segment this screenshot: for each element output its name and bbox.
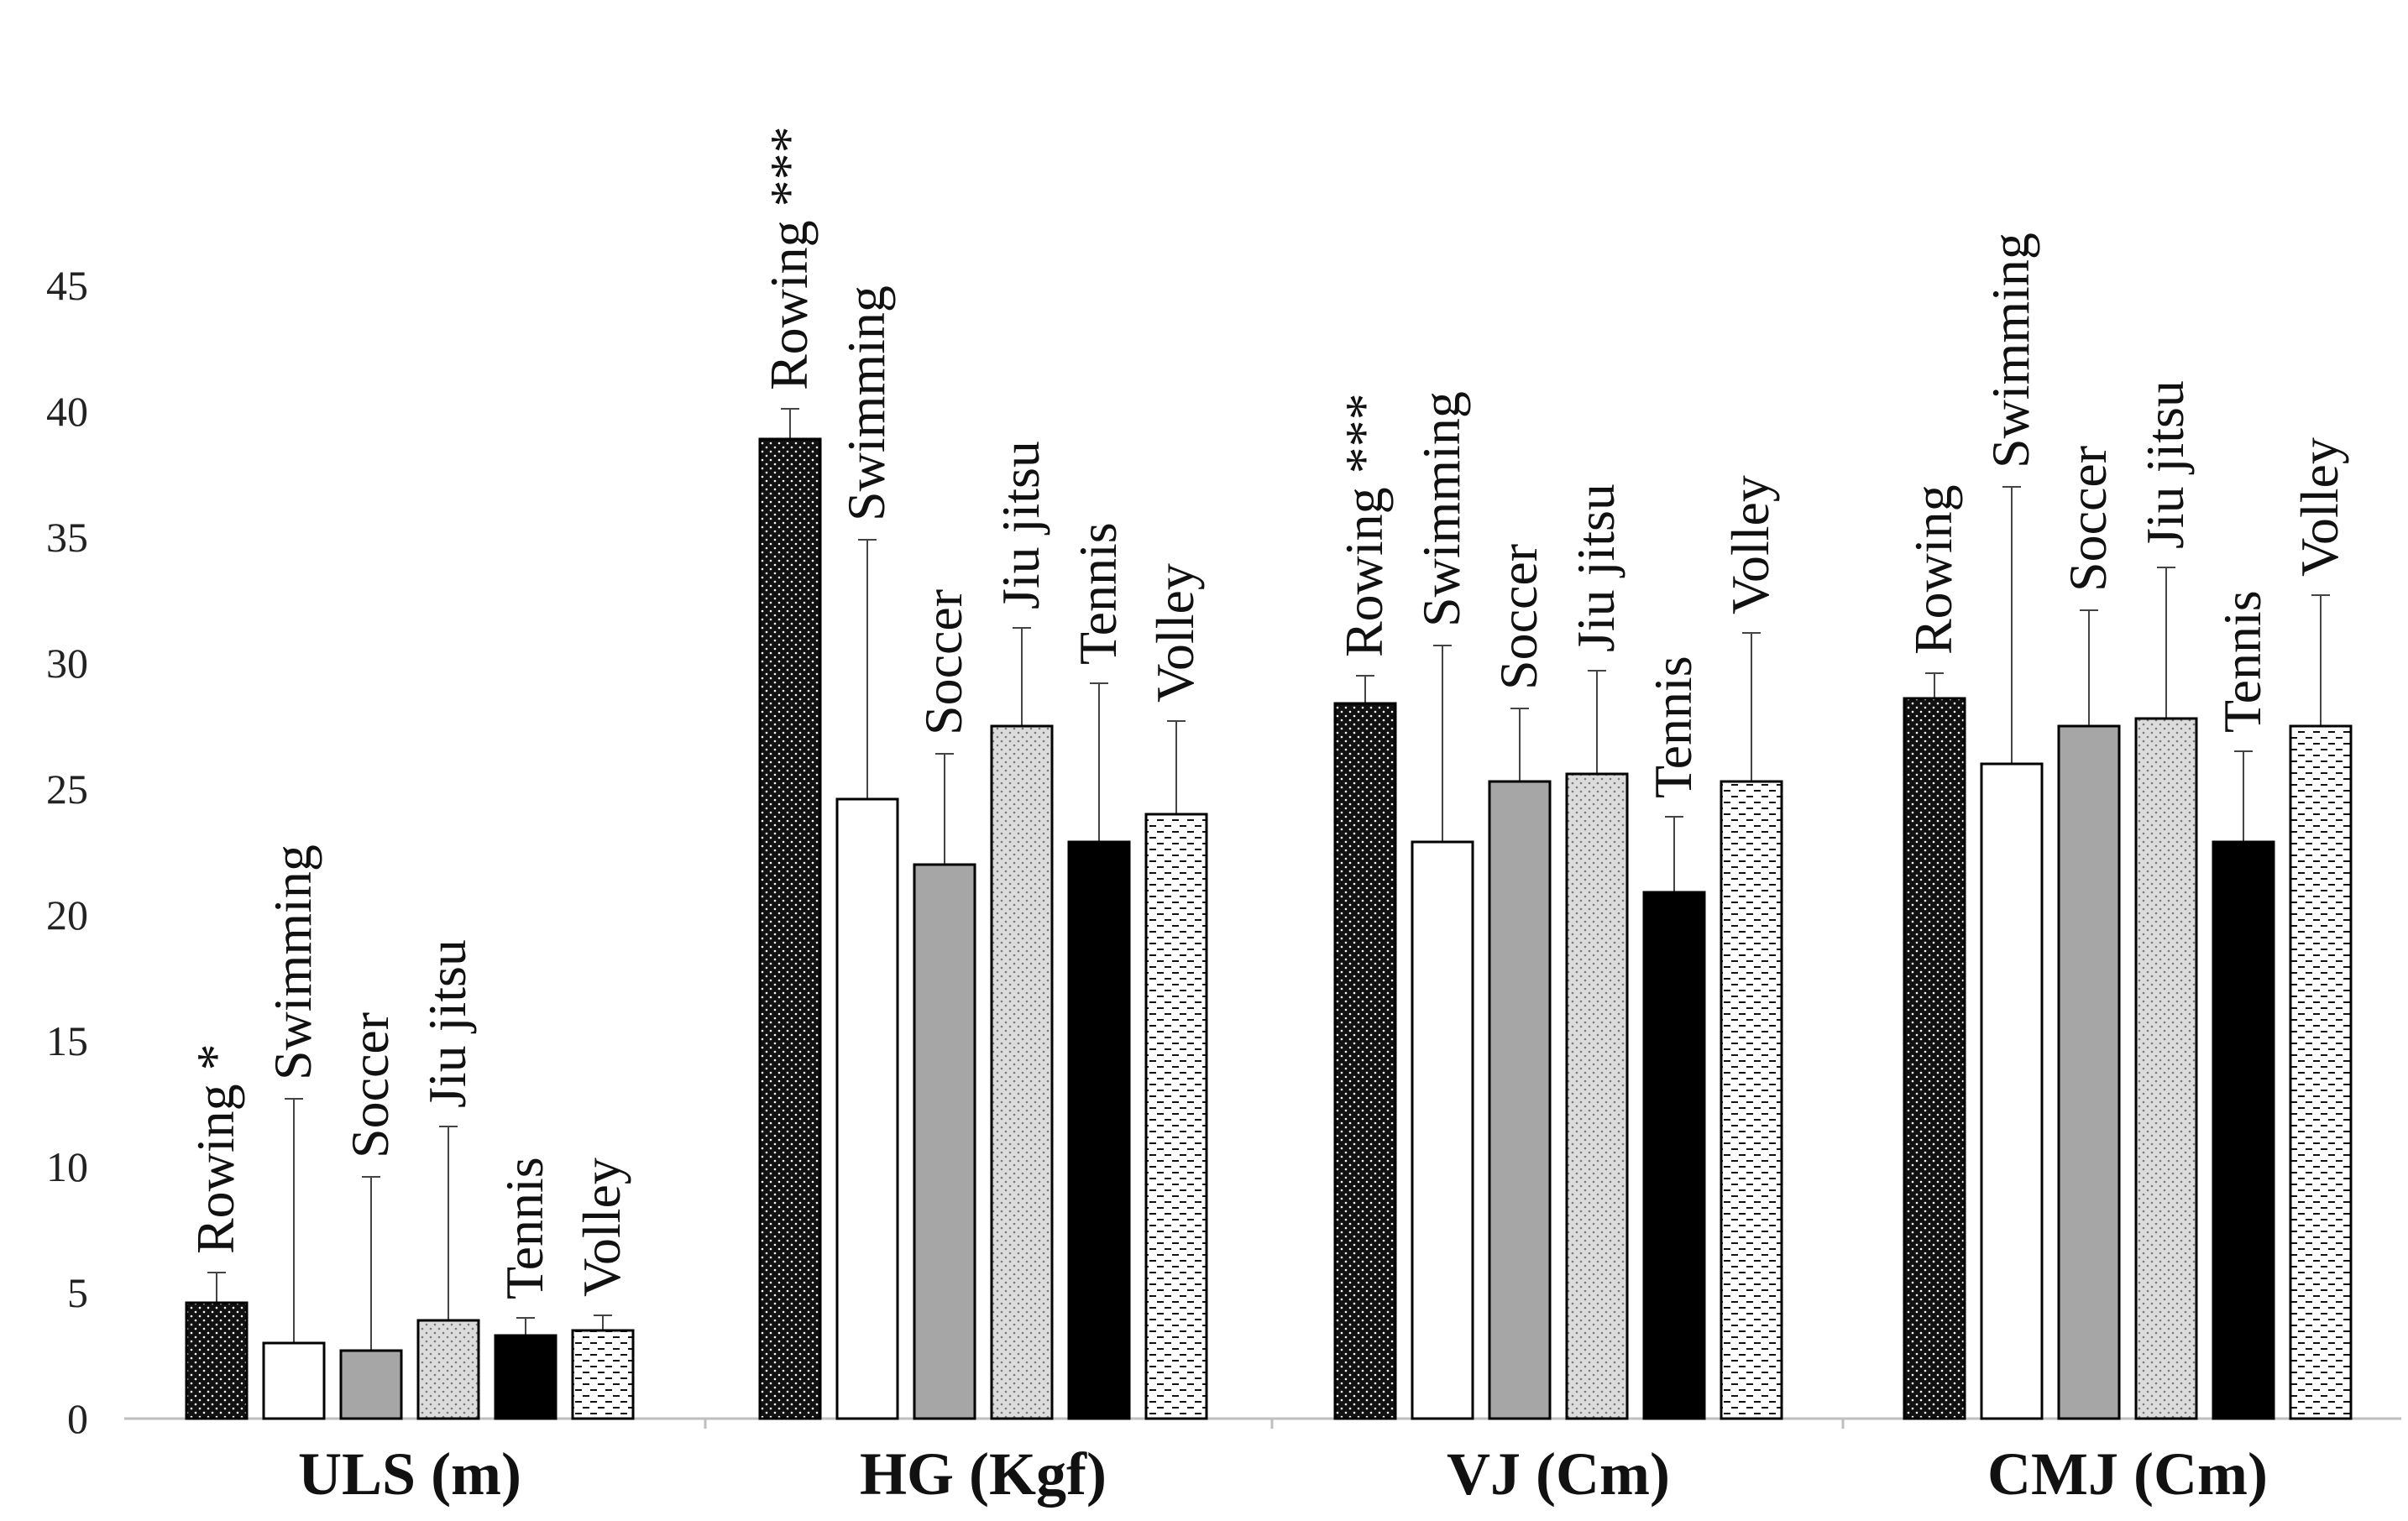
- bar-tennis: [2212, 840, 2275, 1420]
- bar-label: Soccer: [2058, 446, 2117, 592]
- bar-label: Volley: [1720, 475, 1780, 614]
- y-tick-label: 40: [46, 388, 88, 435]
- y-tick-label: 10: [46, 1143, 88, 1190]
- bar-label: Volley: [1145, 563, 1205, 703]
- bar-label: Soccer: [913, 589, 973, 735]
- bar-soccer: [339, 1349, 403, 1420]
- y-tick-label: 20: [46, 891, 88, 938]
- y-tick-label: 5: [67, 1269, 88, 1316]
- bar-swimming: [1980, 762, 2044, 1420]
- bar-label: Tennis: [1068, 522, 1128, 665]
- category-label: VJ (Cm): [1447, 1440, 1670, 1508]
- bar-label: Jiu jitsu: [991, 441, 1050, 609]
- bars: [185, 408, 2353, 1420]
- labels: Rowing * Swimming Soccer Jiu jitsu Tennis Vol…: [186, 126, 2349, 1508]
- y-tick-label: 25: [46, 766, 88, 813]
- bar-label: Jiu jitsu: [417, 939, 477, 1108]
- bar-swimming: [262, 1341, 326, 1420]
- category-label: HG (Kgf): [860, 1440, 1107, 1508]
- bar-jiu-jitsu: [1565, 772, 1629, 1420]
- bar-volley: [1144, 813, 1208, 1420]
- bar-label: Volley: [572, 1158, 631, 1297]
- bar-jiu-jitsu: [990, 724, 1054, 1420]
- bar-volley: [2289, 724, 2353, 1420]
- bar-tennis: [1642, 891, 1706, 1420]
- bar-label: Jiu jitsu: [1566, 483, 1625, 652]
- bar-volley: [1720, 780, 1783, 1420]
- bar-label: Jiu jitsu: [2135, 380, 2195, 549]
- bar-rowing: [1333, 702, 1397, 1420]
- bar-label: Rowing ***: [1334, 393, 1394, 657]
- bar-rowing: [758, 437, 822, 1420]
- bar-tennis: [1067, 840, 1131, 1420]
- bar-jiu-jitsu: [2134, 717, 2198, 1420]
- y-tick-label: 35: [46, 514, 88, 561]
- bar-soccer: [1488, 780, 1552, 1420]
- bar-label: Volley: [2290, 437, 2349, 577]
- bar-tennis: [494, 1334, 558, 1420]
- bar-label: Swimming: [1411, 391, 1471, 627]
- bar-label: Swimming: [263, 844, 322, 1080]
- bar-label: Swimming: [1981, 233, 2040, 468]
- bar-label: Swimming: [836, 285, 896, 521]
- bar-label: Rowing ***: [759, 126, 819, 390]
- bar-rowing: [185, 1301, 249, 1420]
- category-label: CMJ (Cm): [1987, 1440, 2268, 1508]
- category-label: ULS (m): [298, 1440, 521, 1508]
- bar-swimming: [835, 797, 899, 1420]
- y-tick-label: 30: [46, 640, 88, 687]
- bar-label: Rowing: [1903, 484, 1963, 655]
- y-tick-label: 45: [46, 262, 88, 309]
- bar-jiu-jitsu: [416, 1319, 480, 1420]
- y-tick-label: 15: [46, 1017, 88, 1064]
- bar-label: Rowing *: [186, 1043, 245, 1254]
- axes: 0 5 10 15 20 25 30 35 40 45: [46, 262, 2401, 1442]
- bar-label: Soccer: [1489, 544, 1548, 690]
- y-tick-label: 0: [67, 1395, 88, 1442]
- bar-label: Tennis: [495, 1157, 554, 1299]
- bar-label: Tennis: [2212, 590, 2272, 733]
- bar-rowing: [1903, 697, 1966, 1420]
- bar-swimming: [1411, 840, 1474, 1420]
- bar-label: Tennis: [1643, 656, 1703, 798]
- bar-label: Soccer: [340, 1012, 400, 1158]
- bar-soccer: [913, 863, 976, 1420]
- bar-volley: [571, 1329, 635, 1420]
- bar-soccer: [2057, 724, 2121, 1420]
